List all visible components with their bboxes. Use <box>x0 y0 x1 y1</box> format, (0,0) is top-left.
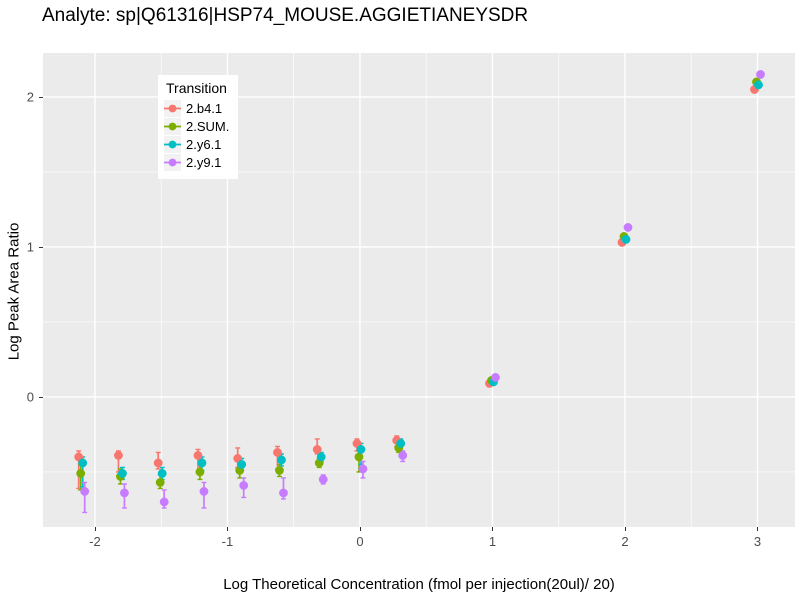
legend: Transition 2.b4.1 2.SUM. 2.y6.1 2.y9.1 <box>158 75 239 179</box>
legend-item-label: 2.y9.1 <box>186 155 222 170</box>
data-point <box>396 439 406 448</box>
data-point <box>318 475 328 484</box>
x-axis-tick <box>359 527 361 531</box>
x-axis-tick <box>492 527 494 531</box>
data-point <box>120 488 129 498</box>
y-tick-label: 0 <box>26 389 34 405</box>
legend-title: Transition <box>166 80 227 96</box>
x-axis-tick <box>757 527 759 531</box>
data-point <box>756 70 765 79</box>
plot-title: Analyte: sp|Q61316|HSP74_MOUSE.AGGIETIAN… <box>42 5 529 26</box>
data-point <box>316 452 326 462</box>
data-point <box>621 235 631 244</box>
x-tick-label: -1 <box>221 534 234 549</box>
data-point <box>197 458 207 468</box>
data-point <box>275 466 284 475</box>
y-axis-tick <box>39 246 43 248</box>
data-point <box>193 451 203 460</box>
x-tick-label: -2 <box>89 534 101 549</box>
data-point <box>279 488 288 498</box>
data-point <box>199 487 209 496</box>
x-axis-tick <box>624 527 626 531</box>
y-axis-tick <box>39 396 43 398</box>
legend-item-label: 2.b4.1 <box>186 101 223 116</box>
data-point <box>155 478 165 487</box>
legend-item: 2.b4.1 <box>164 100 229 117</box>
legend-item-label: 2.SUM. <box>186 119 230 134</box>
data-point <box>78 458 88 468</box>
y-tick-label: 1 <box>26 239 34 255</box>
data-point <box>118 469 127 478</box>
x-tick-label: 0 <box>356 534 364 549</box>
x-axis-tick <box>94 527 96 531</box>
legend-item: 2.SUM. <box>164 118 229 135</box>
data-point <box>237 460 247 469</box>
y-axis-label: Log Peak Area Ratio <box>5 222 23 361</box>
data-point <box>623 223 633 232</box>
data-point <box>491 373 500 382</box>
x-tick-label: 3 <box>753 534 762 549</box>
data-point <box>114 451 123 460</box>
data-point <box>195 467 205 477</box>
data-point <box>153 458 163 468</box>
data-point <box>312 445 322 454</box>
legend-item: 2.y6.1 <box>164 136 229 153</box>
data-point <box>239 481 249 490</box>
y-axis-tick <box>39 96 43 98</box>
data-point <box>273 448 282 457</box>
data-point <box>157 469 167 478</box>
legend-items: 2.b4.1 2.SUM. 2.y6.1 2.y9.1 <box>164 100 229 171</box>
plot-canvas <box>43 53 795 527</box>
data-point <box>80 487 90 496</box>
plot-panel <box>43 53 795 527</box>
x-axis-label: Log Theoretical Concentration (fmol per … <box>223 576 615 593</box>
legend-key-icon <box>164 154 181 171</box>
data-point <box>277 455 286 465</box>
x-axis-tick <box>227 527 229 531</box>
data-point <box>356 445 366 454</box>
data-point <box>76 469 86 478</box>
legend-key-icon <box>164 100 181 117</box>
legend-item-label: 2.y6.1 <box>186 137 222 152</box>
y-tick-label: 2 <box>26 89 34 105</box>
data-point <box>398 451 408 460</box>
x-tick-label: 2 <box>621 534 629 549</box>
legend-key-icon <box>164 136 181 153</box>
legend-item: 2.y9.1 <box>164 154 229 171</box>
data-point <box>354 452 364 462</box>
data-point <box>358 464 368 474</box>
legend-key-icon <box>164 118 181 135</box>
data-point <box>159 497 169 507</box>
x-tick-label: 1 <box>488 534 497 549</box>
data-point <box>754 80 763 90</box>
